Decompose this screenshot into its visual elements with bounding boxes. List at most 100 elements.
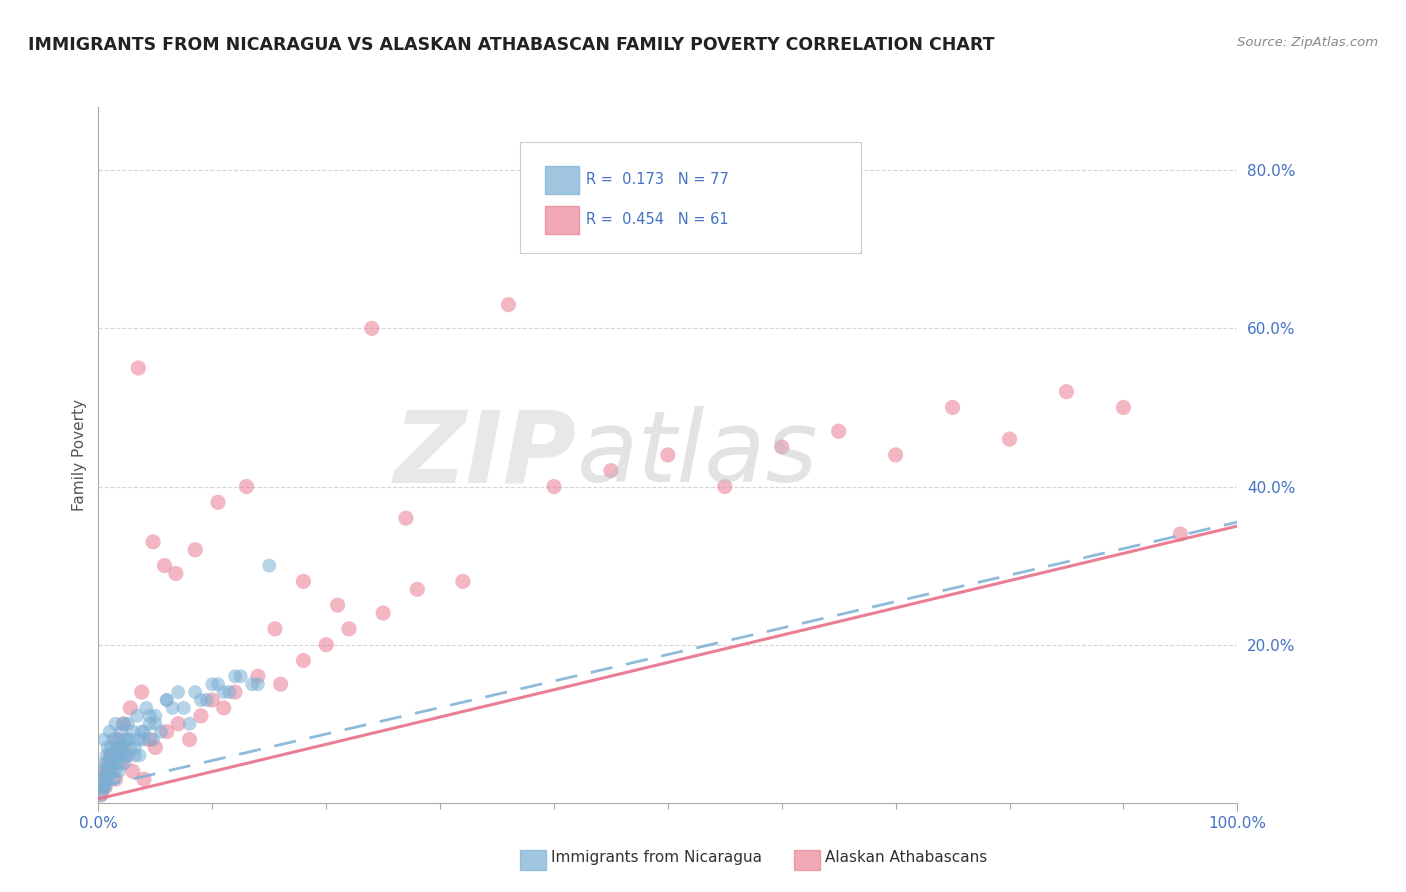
Point: [179, 732, 201, 747]
Point: [132, 772, 155, 786]
Point: [212, 685, 235, 699]
Point: [114, 756, 136, 771]
Point: [207, 495, 229, 509]
Point: [884, 448, 907, 462]
Point: [93, 732, 115, 747]
Point: [115, 748, 138, 763]
Point: [110, 740, 132, 755]
Point: [156, 693, 179, 707]
Point: [770, 440, 793, 454]
Point: [98, 764, 121, 779]
Point: [93, 756, 115, 771]
Point: [115, 732, 138, 747]
Text: R =  0.454   N = 61: R = 0.454 N = 61: [586, 212, 728, 227]
Point: [131, 724, 153, 739]
Point: [101, 748, 124, 763]
Text: IMMIGRANTS FROM NICARAGUA VS ALASKAN ATHABASCAN FAMILY POVERTY CORRELATION CHART: IMMIGRANTS FROM NICARAGUA VS ALASKAN ATH…: [28, 36, 994, 54]
Point: [91, 772, 114, 786]
Point: [108, 748, 131, 763]
Point: [207, 677, 229, 691]
Point: [96, 772, 118, 786]
Point: [657, 448, 679, 462]
Point: [998, 432, 1021, 446]
Point: [145, 716, 167, 731]
Point: [120, 701, 142, 715]
FancyBboxPatch shape: [520, 142, 862, 253]
Point: [100, 740, 122, 755]
Point: [98, 748, 121, 763]
Text: ZIP: ZIP: [394, 407, 576, 503]
Point: [142, 534, 165, 549]
Point: [94, 772, 117, 786]
Point: [240, 677, 263, 691]
Point: [91, 780, 114, 794]
Point: [112, 748, 135, 763]
Point: [498, 298, 520, 312]
Point: [315, 638, 337, 652]
Point: [127, 360, 149, 375]
Bar: [546, 206, 579, 234]
Point: [104, 716, 127, 731]
Point: [94, 780, 117, 794]
Point: [108, 764, 131, 779]
Point: [395, 511, 418, 525]
Point: [128, 732, 150, 747]
Point: [114, 732, 136, 747]
Point: [94, 780, 117, 794]
Point: [326, 598, 349, 612]
Point: [131, 685, 153, 699]
Point: [1054, 384, 1078, 399]
Point: [96, 764, 118, 779]
Point: [145, 708, 167, 723]
Point: [124, 748, 146, 763]
Point: [138, 708, 160, 723]
Point: [108, 732, 131, 747]
Point: [142, 732, 165, 747]
Point: [179, 716, 201, 731]
Point: [406, 582, 429, 597]
Point: [451, 574, 474, 589]
Point: [600, 464, 623, 478]
Point: [167, 716, 190, 731]
Point: [337, 622, 360, 636]
Point: [98, 724, 121, 739]
Point: [259, 558, 281, 573]
Point: [828, 424, 851, 438]
Point: [1112, 401, 1135, 415]
Point: [195, 693, 218, 707]
Point: [190, 693, 212, 707]
Point: [138, 716, 160, 731]
Point: [360, 321, 382, 335]
Text: R =  0.173   N = 77: R = 0.173 N = 77: [586, 172, 728, 187]
Point: [162, 701, 184, 715]
Point: [173, 701, 195, 715]
Point: [105, 732, 128, 747]
Point: [270, 677, 292, 691]
Point: [153, 558, 176, 573]
Point: [212, 701, 235, 715]
Point: [96, 748, 118, 763]
Point: [110, 724, 132, 739]
Point: [201, 693, 224, 707]
Text: Alaskan Athabascans: Alaskan Athabascans: [825, 850, 987, 865]
Bar: [794, 850, 820, 870]
Point: [115, 748, 138, 763]
Point: [1170, 527, 1192, 541]
Point: [96, 764, 118, 779]
Point: [100, 748, 122, 763]
Text: Immigrants from Nicaragua: Immigrants from Nicaragua: [551, 850, 762, 865]
Point: [103, 772, 125, 786]
Point: [120, 732, 142, 747]
Point: [543, 479, 565, 493]
Point: [90, 780, 112, 794]
Point: [98, 764, 121, 779]
Point: [201, 677, 224, 691]
Point: [264, 622, 287, 636]
Point: [224, 669, 246, 683]
Point: [103, 732, 125, 747]
Point: [184, 542, 207, 557]
Point: [120, 740, 142, 755]
Point: [121, 724, 143, 739]
Point: [91, 780, 114, 794]
Bar: [546, 166, 579, 194]
